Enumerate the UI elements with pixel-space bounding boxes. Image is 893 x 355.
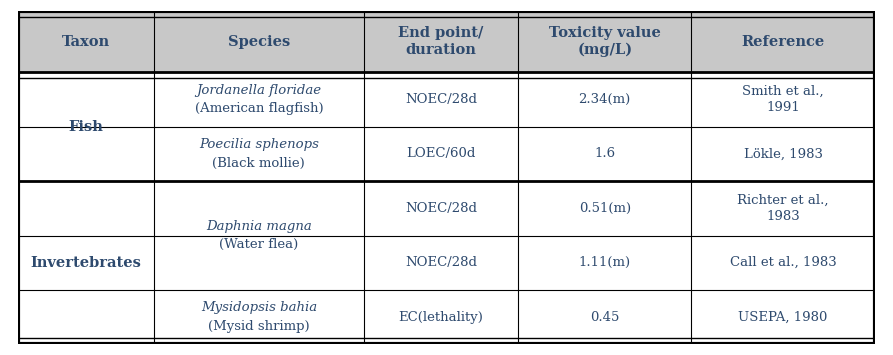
Text: Call et al., 1983: Call et al., 1983 xyxy=(730,256,837,269)
Text: Smith et al.,: Smith et al., xyxy=(742,85,824,98)
Bar xyxy=(18,236,875,290)
Text: Jordanella floridae: Jordanella floridae xyxy=(196,84,321,97)
Text: (Mysid shrimp): (Mysid shrimp) xyxy=(208,320,310,333)
Text: 1991: 1991 xyxy=(766,102,800,114)
Bar xyxy=(18,290,875,344)
Text: Poecilia sphenops: Poecilia sphenops xyxy=(199,138,319,151)
Text: Fish: Fish xyxy=(69,120,104,134)
Text: LOEC/60d: LOEC/60d xyxy=(406,147,476,160)
Bar xyxy=(18,11,875,72)
Text: Taxon: Taxon xyxy=(62,34,110,49)
Text: NOEC/28d: NOEC/28d xyxy=(405,202,477,215)
Text: EC(lethality): EC(lethality) xyxy=(398,311,483,324)
Text: Lökle, 1983: Lökle, 1983 xyxy=(744,147,822,160)
Text: Toxicity value
(mg/L): Toxicity value (mg/L) xyxy=(549,26,661,57)
Text: Richter et al.,: Richter et al., xyxy=(738,193,829,207)
Text: Species: Species xyxy=(228,34,290,49)
Text: End point/
duration: End point/ duration xyxy=(398,26,484,56)
Bar xyxy=(18,72,875,127)
Text: 1.11(m): 1.11(m) xyxy=(579,256,630,269)
Text: (American flagfish): (American flagfish) xyxy=(195,103,323,115)
Text: (Black mollie): (Black mollie) xyxy=(213,157,305,170)
Text: 1.6: 1.6 xyxy=(594,147,615,160)
Text: Reference: Reference xyxy=(741,34,825,49)
Text: 1983: 1983 xyxy=(766,210,800,223)
Text: USEPA, 1980: USEPA, 1980 xyxy=(739,311,828,324)
Text: NOEC/28d: NOEC/28d xyxy=(405,256,477,269)
Text: (Water flea): (Water flea) xyxy=(219,239,298,251)
Text: Mysidopsis bahia: Mysidopsis bahia xyxy=(201,301,317,314)
Text: 0.51(m): 0.51(m) xyxy=(579,202,630,215)
Text: 2.34(m): 2.34(m) xyxy=(579,93,630,106)
Text: Daphnia magna: Daphnia magna xyxy=(206,220,312,233)
Bar xyxy=(18,181,875,236)
Text: 0.45: 0.45 xyxy=(590,311,620,324)
Text: Invertebrates: Invertebrates xyxy=(30,256,141,270)
Text: NOEC/28d: NOEC/28d xyxy=(405,93,477,106)
Bar xyxy=(18,127,875,181)
